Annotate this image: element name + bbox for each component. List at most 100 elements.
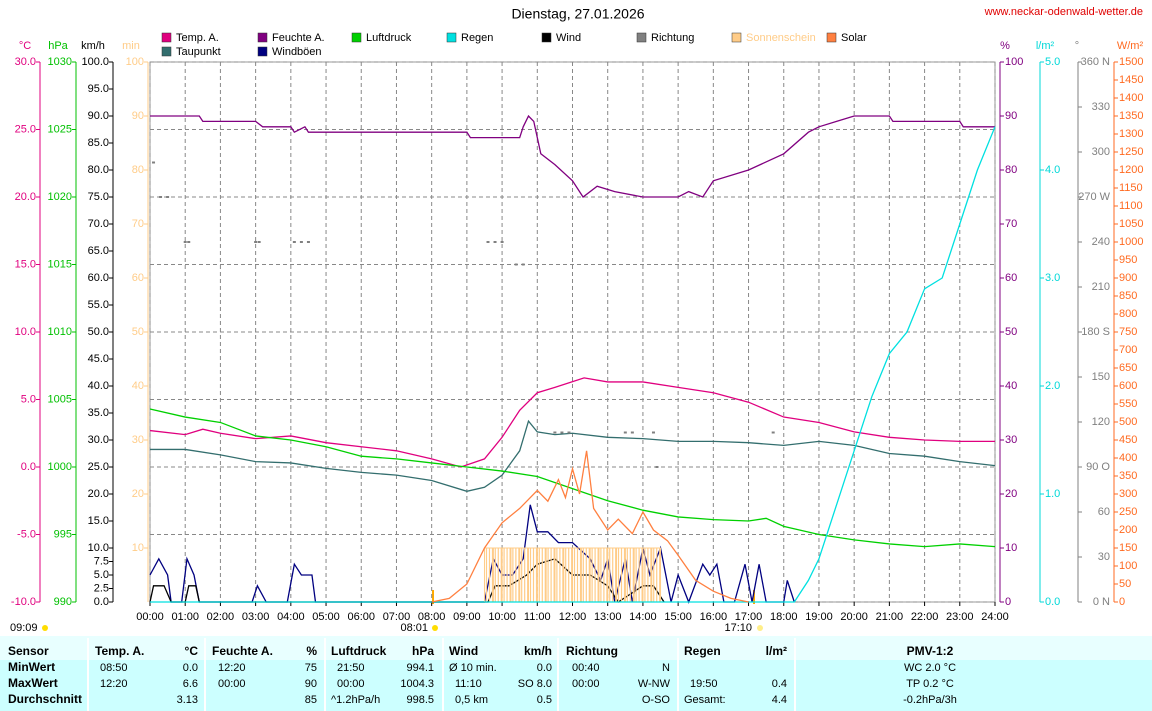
table-cell: 4.4 [772, 694, 787, 706]
x-tick-label: 01:00 [171, 611, 199, 623]
y-tick-label: 900 [1119, 272, 1137, 284]
data-point [514, 263, 518, 266]
axis-unit: km/h [81, 40, 105, 52]
y-tick-label: 10 [1005, 542, 1017, 554]
y-tick-label: 1200 [1119, 164, 1143, 176]
y-tick-label: 0.0 [94, 596, 109, 608]
y-tick-label: 1030 [48, 56, 72, 68]
y-tick-label: 50 [132, 326, 144, 338]
y-tick-label: 100 [126, 56, 144, 68]
y-tick-label: 0 [1119, 596, 1125, 608]
y-tick-label: 20.0 [15, 191, 36, 203]
data-point [152, 161, 156, 164]
y-tick-label: 270 W [1078, 191, 1110, 203]
table-cell: 6.6 [183, 678, 198, 690]
legend-label: Sonnenschein [746, 32, 816, 44]
x-tick-label: 00:00 [136, 611, 164, 623]
x-tick-label: 09:00 [453, 611, 481, 623]
y-tick-label: 45.0 [88, 353, 109, 365]
y-tick-label: 40 [1005, 380, 1017, 392]
legend-swatch [161, 46, 172, 57]
x-tick-label: 03:00 [242, 611, 270, 623]
y-tick-label: 1300 [1119, 128, 1143, 140]
y-tick-label: 50 [1005, 326, 1017, 338]
y-tick-label: 1.0 [1045, 488, 1060, 500]
sun-icon [42, 625, 48, 631]
data-point [560, 431, 564, 434]
table-cell: 00:00 [218, 678, 246, 690]
y-tick-label: 20.0 [88, 488, 109, 500]
y-tick-label: 65.0 [88, 245, 109, 257]
series-line [150, 419, 996, 492]
chart-title: Dienstag, 27.01.2026 [511, 6, 644, 22]
y-tick-label: 180 S [1081, 326, 1110, 338]
y-tick-label: 90 O [1086, 461, 1110, 473]
table-cell: 00:00 [337, 678, 365, 690]
y-tick-label: 75.0 [88, 191, 109, 203]
y-tick-label: 1005 [48, 393, 72, 405]
y-tick-label: 400 [1119, 452, 1137, 464]
data-point [630, 431, 634, 434]
table-cell: Ø 10 min. [449, 662, 497, 674]
y-tick-label: 1015 [48, 258, 72, 270]
table-cell: 11:10 [455, 678, 482, 690]
y-tick-label: 10 [132, 542, 144, 554]
table-cell: °C [185, 644, 199, 658]
y-tick-label: 0.0 [1045, 596, 1060, 608]
y-tick-label: -10.0 [11, 596, 36, 608]
y-tick-label: 150 [1119, 542, 1137, 554]
y-tick-label: 1250 [1119, 146, 1143, 158]
legend-swatch [731, 32, 742, 43]
y-tick-label: 10.0 [88, 542, 109, 554]
y-tick-label: 85.0 [88, 137, 109, 149]
y-tick-label: 240 [1092, 236, 1110, 248]
table-cell: 0.0 [537, 662, 552, 674]
table-cell: Feuchte A. [212, 644, 273, 658]
axis-unit: % [1000, 40, 1010, 52]
y-tick-label: 55.0 [88, 299, 109, 311]
table-cell: TP 0.2 °C [906, 678, 954, 690]
data-point [299, 241, 303, 243]
data-point [771, 431, 775, 434]
y-tick-label: 25.0 [15, 123, 36, 135]
y-tick-label: 1450 [1119, 74, 1143, 86]
table-cell: 75 [305, 662, 317, 674]
x-tick-label: 16:00 [700, 611, 728, 623]
x-tick-label: 04:00 [277, 611, 305, 623]
y-tick-label: 750 [1119, 326, 1137, 338]
table-cell: O-SO [642, 694, 671, 706]
data-point [292, 241, 296, 243]
y-tick-label: 0.0 [21, 461, 36, 473]
series-line [150, 126, 996, 603]
y-tick-label: 4.0 [1045, 164, 1060, 176]
y-tick-label: 70.0 [88, 218, 109, 230]
data-point [521, 263, 525, 266]
x-tick-label: 21:00 [876, 611, 904, 623]
y-tick-label: 90.0 [88, 110, 109, 122]
data-point [493, 241, 497, 243]
data-point [187, 241, 191, 243]
y-tick-label: 100 [1005, 56, 1023, 68]
y-tick-label: 250 [1119, 506, 1137, 518]
data-point [567, 431, 571, 434]
y-tick-label: 550 [1119, 398, 1137, 410]
y-tick-label: 350 [1119, 470, 1137, 482]
table-cell: Sensor [8, 644, 49, 658]
table-cell: 21:50 [337, 662, 365, 674]
legend-label: Temp. A. [176, 32, 219, 44]
y-tick-label: 5.0 [94, 569, 109, 581]
y-tick-label: 80 [1005, 164, 1017, 176]
table-cell: 0.0 [183, 662, 198, 674]
y-tick-label: 40.0 [88, 380, 109, 392]
y-tick-label: 30.0 [88, 434, 109, 446]
y-tick-label: 950 [1119, 254, 1137, 266]
legend-swatch [257, 46, 268, 57]
table-header-background [0, 636, 1152, 660]
y-tick-label: 25.0 [88, 461, 109, 473]
data-point [623, 431, 627, 434]
y-tick-label: 1500 [1119, 56, 1143, 68]
x-tick-label: 17:00 [735, 611, 763, 623]
y-tick-label: 1010 [48, 326, 72, 338]
